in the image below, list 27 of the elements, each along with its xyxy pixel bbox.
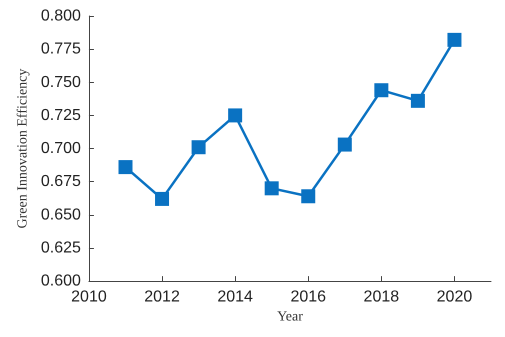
x-tick-label: 2010 [71, 288, 107, 306]
x-axis-title: Year [277, 310, 304, 324]
y-tick-label: 0.750 [40, 74, 82, 91]
point [410, 94, 425, 108]
x-tick-label: 2020 [436, 288, 472, 306]
x-tick-label: 2012 [144, 288, 180, 306]
x-tick-label: 2018 [364, 288, 400, 306]
y-tick-label: 0.725 [40, 106, 82, 124]
y-tick-label: 0.800 [40, 8, 82, 24]
point [192, 140, 206, 154]
point [338, 138, 352, 152]
y-tick-label: 0.625 [40, 239, 82, 256]
y-tick-label: 0.600 [40, 272, 82, 290]
point [264, 181, 279, 196]
y-tick-label: 0.700 [40, 140, 82, 158]
x-tick-label: 2016 [290, 288, 326, 306]
point [374, 83, 388, 98]
point [301, 189, 316, 204]
point [155, 192, 170, 206]
point [118, 160, 132, 174]
y-tick-label: 0.675 [40, 173, 82, 190]
y-tick-label: 0.775 [40, 40, 82, 58]
y-tick-label: 0.650 [40, 206, 82, 224]
point [228, 108, 242, 122]
point [447, 32, 462, 47]
y-axis-title: Green Innovation Efficiency [16, 68, 30, 229]
x-tick-label: 2014 [217, 288, 254, 306]
